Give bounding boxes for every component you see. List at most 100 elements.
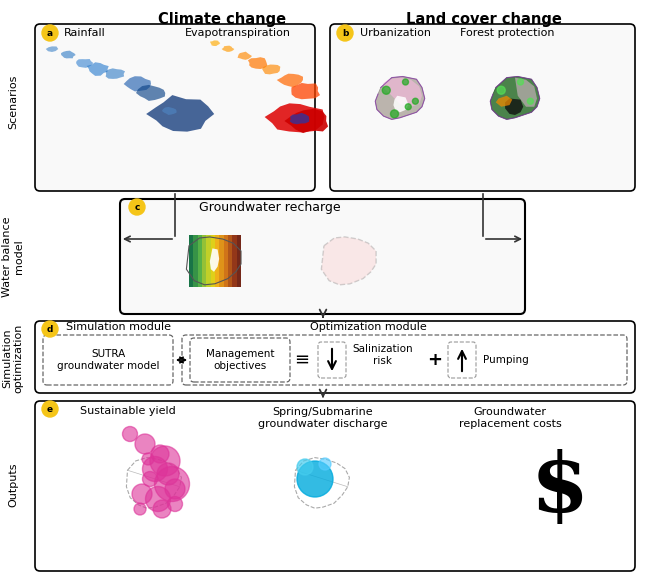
Circle shape: [168, 497, 182, 511]
Polygon shape: [136, 85, 165, 101]
Circle shape: [498, 86, 505, 94]
Text: Pumping: Pumping: [483, 355, 529, 365]
FancyBboxPatch shape: [182, 335, 627, 385]
Polygon shape: [76, 59, 93, 68]
FancyBboxPatch shape: [35, 401, 635, 571]
Text: Spring/Submarine
groundwater discharge: Spring/Submarine groundwater discharge: [258, 407, 388, 428]
Text: SUTRA
groundwater model: SUTRA groundwater model: [57, 349, 159, 371]
Polygon shape: [193, 236, 198, 287]
Polygon shape: [248, 57, 267, 69]
Polygon shape: [237, 236, 241, 287]
Text: Sustainable yield: Sustainable yield: [80, 406, 176, 416]
Circle shape: [157, 463, 179, 485]
Polygon shape: [210, 41, 220, 46]
Circle shape: [518, 79, 523, 85]
Circle shape: [151, 445, 169, 463]
Polygon shape: [322, 237, 376, 285]
Text: b: b: [342, 28, 348, 38]
Circle shape: [146, 486, 171, 511]
Circle shape: [135, 434, 155, 454]
Polygon shape: [46, 46, 58, 52]
Circle shape: [391, 110, 399, 118]
Polygon shape: [146, 95, 214, 131]
Polygon shape: [210, 248, 219, 272]
Polygon shape: [496, 96, 512, 107]
Circle shape: [412, 98, 419, 104]
Text: Outputs: Outputs: [8, 463, 18, 507]
Text: Water balance
model: Water balance model: [2, 217, 24, 297]
Circle shape: [132, 484, 152, 504]
Polygon shape: [206, 236, 211, 287]
Circle shape: [134, 503, 146, 515]
Polygon shape: [285, 109, 328, 133]
Polygon shape: [265, 103, 324, 133]
Polygon shape: [124, 76, 151, 91]
Text: Rainfall: Rainfall: [64, 28, 105, 38]
Circle shape: [405, 104, 411, 110]
Text: Optimization module: Optimization module: [310, 322, 427, 332]
Polygon shape: [219, 236, 224, 287]
Text: Scenarios: Scenarios: [8, 75, 18, 129]
Polygon shape: [393, 96, 408, 112]
Polygon shape: [202, 236, 206, 287]
Text: Urbanization: Urbanization: [360, 28, 431, 38]
Text: Climate change: Climate change: [158, 12, 286, 27]
Text: e: e: [47, 405, 53, 413]
Polygon shape: [198, 236, 202, 287]
Polygon shape: [375, 76, 424, 119]
Circle shape: [142, 453, 154, 465]
Polygon shape: [232, 236, 237, 287]
Text: Forest protection: Forest protection: [460, 28, 554, 38]
FancyBboxPatch shape: [43, 335, 173, 385]
Text: Land cover change: Land cover change: [406, 12, 562, 27]
Circle shape: [122, 427, 138, 442]
Text: Simulation module: Simulation module: [66, 322, 171, 332]
Polygon shape: [322, 237, 376, 285]
FancyBboxPatch shape: [35, 321, 635, 393]
Text: $: $: [531, 449, 589, 529]
Text: Simulation
optimization: Simulation optimization: [2, 323, 24, 393]
Polygon shape: [222, 46, 234, 52]
FancyBboxPatch shape: [330, 24, 635, 191]
Polygon shape: [515, 78, 537, 107]
Text: d: d: [47, 324, 53, 334]
Text: Salinization
risk: Salinization risk: [352, 344, 413, 366]
Polygon shape: [87, 63, 109, 76]
Circle shape: [153, 500, 171, 518]
Circle shape: [382, 86, 390, 94]
FancyBboxPatch shape: [448, 342, 476, 378]
FancyBboxPatch shape: [318, 342, 346, 378]
Circle shape: [150, 446, 180, 476]
Polygon shape: [290, 113, 309, 124]
Polygon shape: [490, 76, 540, 119]
Text: Groundwater
replacement costs: Groundwater replacement costs: [459, 407, 562, 428]
Circle shape: [297, 461, 333, 497]
Circle shape: [129, 199, 145, 215]
Circle shape: [42, 401, 58, 417]
Polygon shape: [211, 236, 215, 287]
Circle shape: [142, 456, 168, 482]
Circle shape: [527, 98, 533, 104]
Circle shape: [337, 25, 353, 41]
Polygon shape: [505, 98, 523, 115]
Polygon shape: [162, 107, 177, 115]
Polygon shape: [215, 236, 219, 287]
Text: c: c: [135, 203, 140, 211]
Polygon shape: [291, 83, 320, 99]
Text: +: +: [428, 351, 443, 369]
FancyBboxPatch shape: [120, 199, 525, 314]
Circle shape: [42, 321, 58, 337]
FancyBboxPatch shape: [190, 338, 290, 382]
Polygon shape: [384, 78, 422, 107]
Polygon shape: [277, 74, 303, 87]
Circle shape: [155, 467, 190, 501]
FancyBboxPatch shape: [35, 24, 315, 191]
Text: Groundwater recharge: Groundwater recharge: [199, 200, 341, 214]
Circle shape: [42, 25, 58, 41]
Circle shape: [165, 479, 185, 499]
Circle shape: [402, 79, 408, 85]
Polygon shape: [228, 236, 232, 287]
Polygon shape: [224, 236, 228, 287]
Polygon shape: [189, 236, 193, 287]
Circle shape: [142, 471, 157, 486]
